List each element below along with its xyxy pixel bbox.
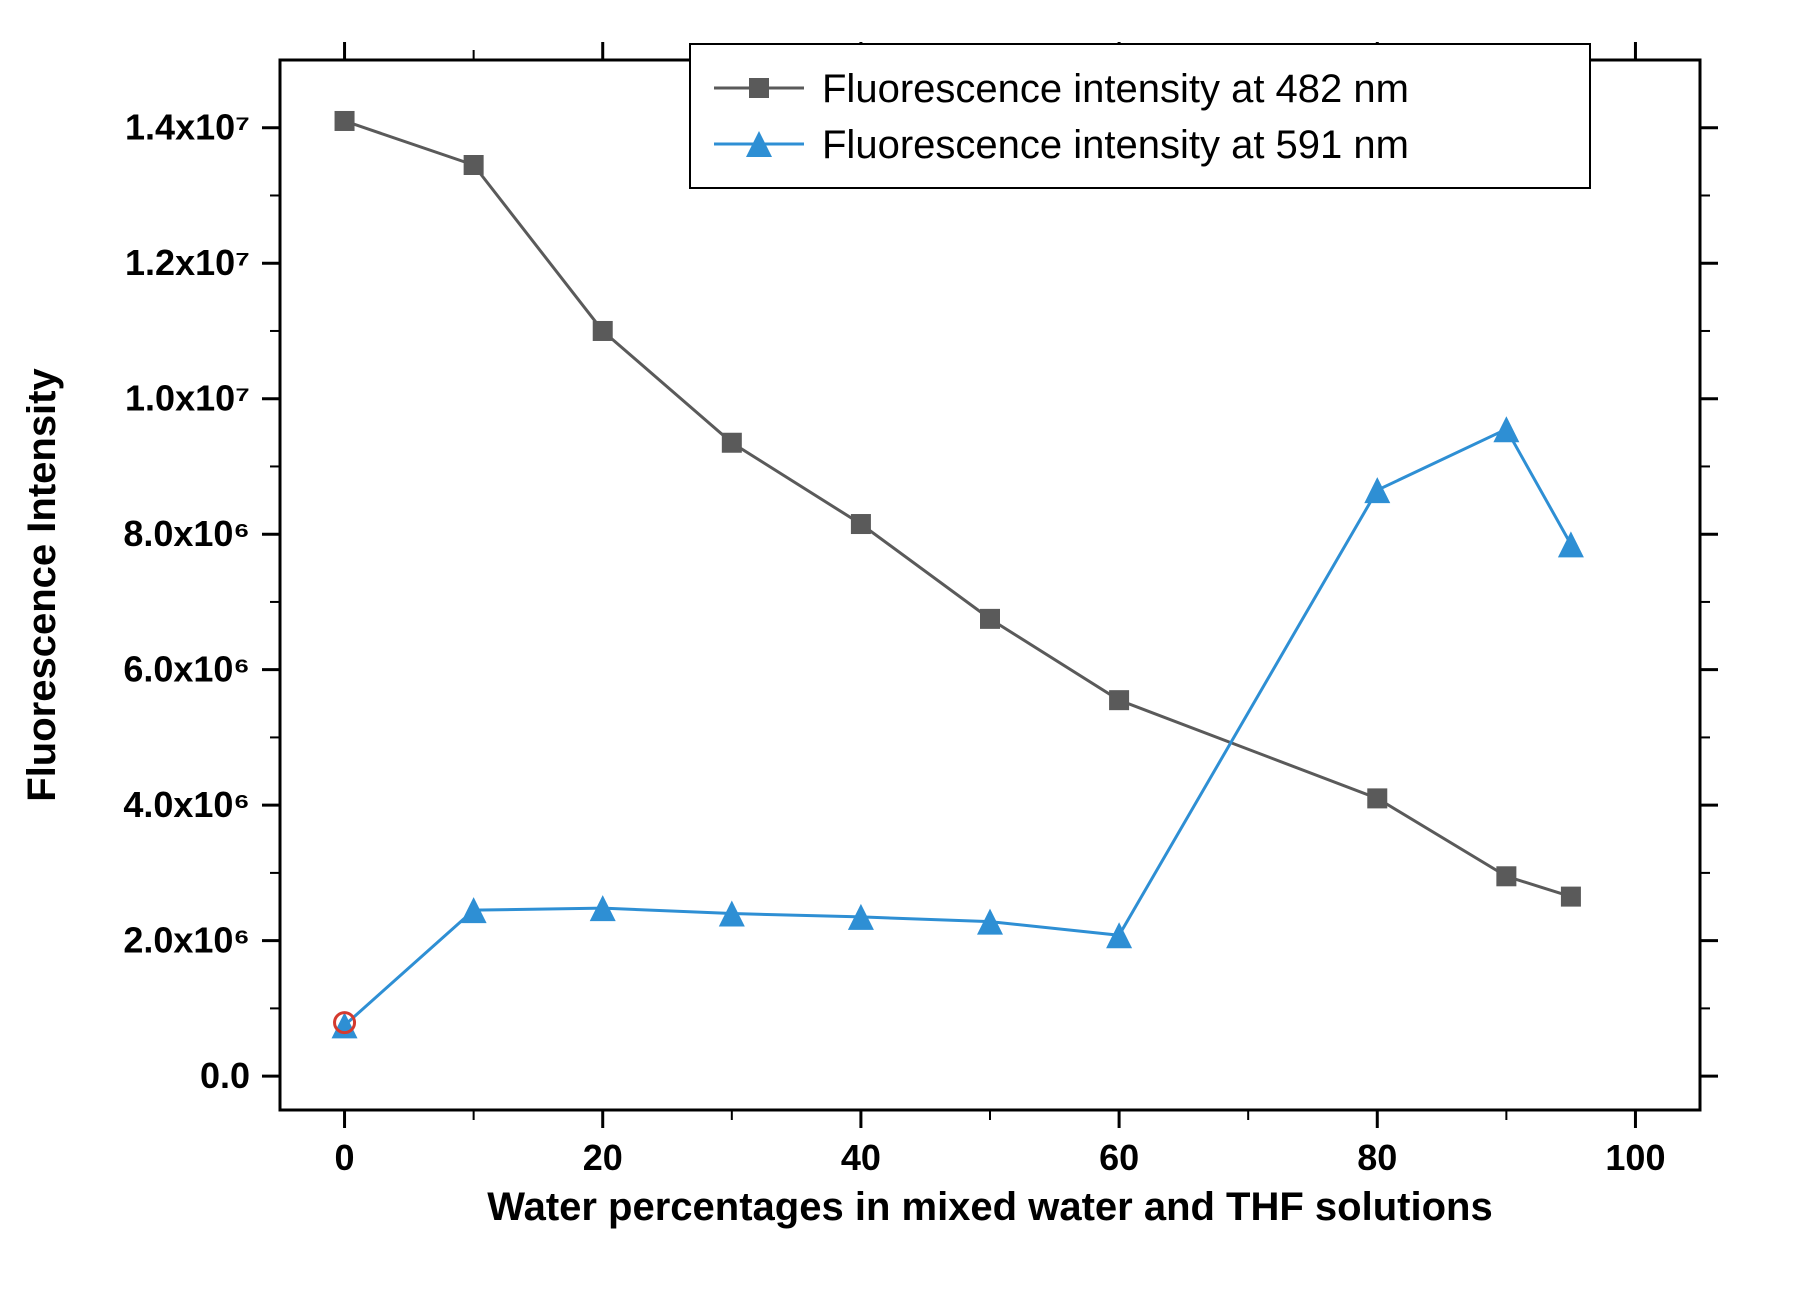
x-tick-label: 100 xyxy=(1605,1137,1665,1178)
x-tick-label: 40 xyxy=(841,1137,881,1178)
series-0 xyxy=(335,111,1581,907)
y-tick-label: 1.4x10⁷ xyxy=(125,107,250,148)
fluorescence-chart: 0 20 40 60 80 100 0.0 2.0x10⁶ 4.0x10⁶ 6.0x10⁶ 8.0x… xyxy=(0,0,1800,1290)
y-tick-label: 6.0x10⁶ xyxy=(123,649,250,690)
x-tick-label: 20 xyxy=(583,1137,623,1178)
x-tick-label: 60 xyxy=(1099,1137,1139,1178)
legend: Fluorescence intensity at 482 nm Fluoresc… xyxy=(690,44,1590,188)
x-axis-label: Water percentages in mixed water and THF… xyxy=(487,1185,1492,1229)
x-tick-label: 0 xyxy=(335,1137,355,1178)
y-tick-label: 1.2x10⁷ xyxy=(125,242,250,283)
y-tick-label: 8.0x10⁶ xyxy=(123,513,250,554)
y-tick-label: 2.0x10⁶ xyxy=(123,920,250,961)
y-tick-label: 4.0x10⁶ xyxy=(123,784,250,825)
series-1 xyxy=(332,416,1584,1038)
y-axis-label: Fluorescence Intensity xyxy=(20,368,64,802)
y-tick-label: 0.0 xyxy=(200,1055,250,1096)
legend-label-1: Fluorescence intensity at 591 nm xyxy=(822,123,1409,167)
y-tick-label: 1.0x10⁷ xyxy=(125,378,250,419)
legend-label-0: Fluorescence intensity at 482 nm xyxy=(822,67,1409,111)
x-tick-label: 80 xyxy=(1357,1137,1397,1178)
